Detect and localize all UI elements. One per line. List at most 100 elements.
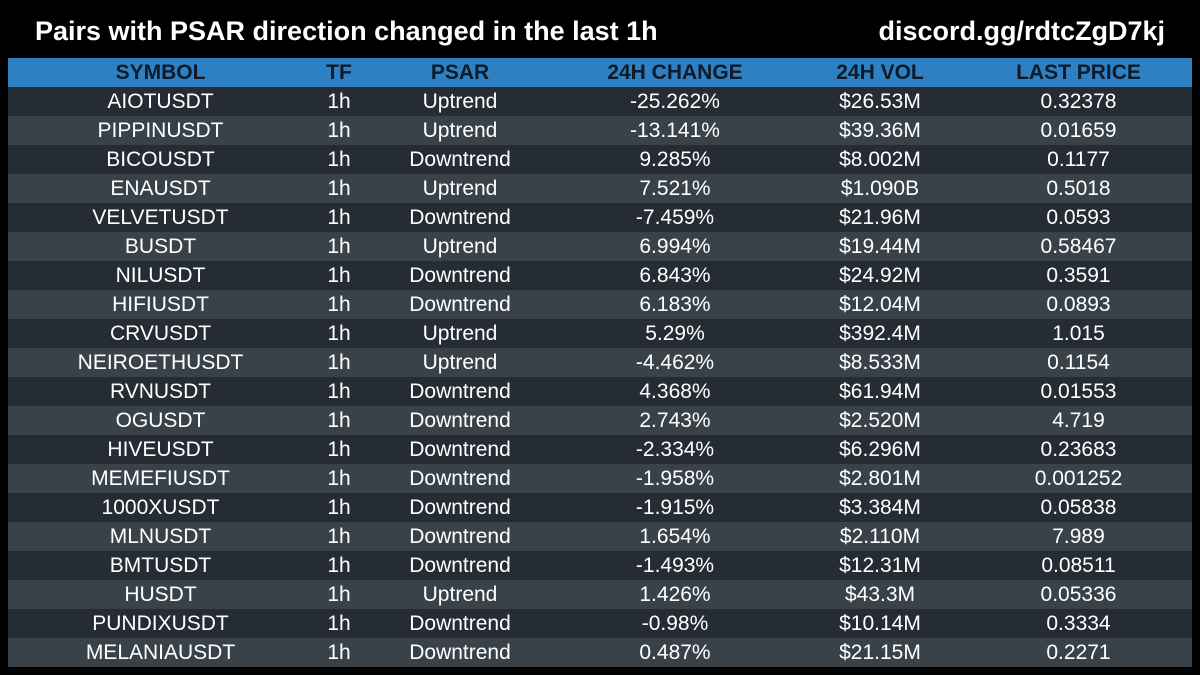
cell-psar: Uptrend: [422, 350, 498, 374]
cell-24h-vol: $12.04M: [839, 292, 921, 316]
table-row[interactable]: NILUSDT 1h Downtrend 6.843% $24.92M 0.3591: [8, 261, 1192, 290]
cell-symbol: HUSDT: [124, 582, 197, 606]
cell-psar: Downtrend: [409, 553, 511, 577]
table-row[interactable]: PUNDIXUSDT 1h Downtrend -0.98% $10.14M 0.3334: [8, 609, 1192, 638]
cell-24h-vol: $21.15M: [839, 640, 921, 664]
cell-last-price: 1.015: [1052, 321, 1105, 345]
cell-last-price: 0.1177: [1047, 147, 1110, 171]
cell-24h-change: -4.462%: [635, 350, 715, 374]
cell-24h-vol: $10.14M: [839, 611, 921, 635]
cell-24h-vol: $19.44M: [839, 234, 921, 258]
cell-symbol: NEIROETHUSDT: [77, 350, 244, 374]
cell-last-price: 0.0893: [1046, 292, 1111, 316]
cell-psar: Downtrend: [409, 495, 511, 519]
table-row[interactable]: MLNUSDT 1h Downtrend 1.654% $2.110M 7.989: [8, 522, 1192, 551]
cell-psar: Downtrend: [409, 611, 511, 635]
cell-tf: 1h: [327, 321, 351, 345]
table-row[interactable]: RVNUSDT 1h Downtrend 4.368% $61.94M 0.01553: [8, 377, 1192, 406]
cell-psar: Uptrend: [422, 118, 498, 142]
cell-symbol: AIOTUSDT: [107, 89, 214, 113]
cell-tf: 1h: [327, 205, 351, 229]
cell-24h-vol: $24.92M: [839, 263, 921, 287]
cell-symbol: OGUSDT: [115, 408, 206, 432]
cell-symbol: CRVUSDT: [109, 321, 212, 345]
cell-24h-vol: $21.96M: [839, 205, 921, 229]
cell-last-price: 0.01659: [1040, 118, 1117, 142]
table-row[interactable]: HIVEUSDT 1h Downtrend -2.334% $6.296M 0.23683: [8, 435, 1192, 464]
cell-24h-vol: $12.31M: [839, 553, 921, 577]
cell-last-price: 4.719: [1052, 408, 1105, 432]
table-row[interactable]: BUSDT 1h Uptrend 6.994% $19.44M 0.58467: [8, 232, 1192, 261]
column-header-last-price[interactable]: LAST PRICE: [1016, 60, 1141, 84]
cell-24h-vol: $2.801M: [839, 466, 921, 490]
cell-24h-change: -7.459%: [635, 205, 715, 229]
cell-24h-vol: $61.94M: [839, 379, 921, 403]
column-header-24h-change[interactable]: 24H CHANGE: [607, 60, 743, 84]
table-row[interactable]: NEIROETHUSDT 1h Uptrend -4.462% $8.533M 0.115…: [8, 348, 1192, 377]
table-row[interactable]: MEMEFIUSDT 1h Downtrend -1.958% $2.801M 0.001…: [8, 464, 1192, 493]
cell-symbol: PIPPINUSDT: [97, 118, 224, 142]
column-header-symbol[interactable]: SYMBOL: [115, 60, 206, 84]
table-row[interactable]: OGUSDT 1h Downtrend 2.743% $2.520M 4.719: [8, 406, 1192, 435]
table-row[interactable]: ENAUSDT 1h Uptrend 7.521% $1.090B 0.5018: [8, 174, 1192, 203]
table-row[interactable]: HIFIUSDT 1h Downtrend 6.183% $12.04M 0.0893: [8, 290, 1192, 319]
cell-tf: 1h: [327, 147, 351, 171]
cell-psar: Downtrend: [409, 640, 511, 664]
cell-last-price: 0.5018: [1046, 176, 1111, 200]
table-row[interactable]: 1000XUSDT 1h Downtrend -1.915% $3.384M 0.0583…: [8, 493, 1192, 522]
cell-24h-change: -1.493%: [635, 553, 715, 577]
cell-last-price: 0.1154: [1047, 350, 1110, 374]
cell-24h-change: 5.29%: [645, 321, 705, 345]
table-row[interactable]: MELANIAUSDT 1h Downtrend 0.487% $21.15M 0.227…: [8, 638, 1192, 667]
cell-tf: 1h: [327, 379, 351, 403]
table-row[interactable]: VELVETUSDT 1h Downtrend -7.459% $21.96M 0.059…: [8, 203, 1192, 232]
cell-24h-change: 6.994%: [639, 234, 711, 258]
cell-tf: 1h: [327, 118, 351, 142]
cell-psar: Uptrend: [422, 176, 498, 200]
table-row[interactable]: CRVUSDT 1h Uptrend 5.29% $392.4M 1.015: [8, 319, 1192, 348]
table-row[interactable]: BICOUSDT 1h Downtrend 9.285% $8.002M 0.1177: [8, 145, 1192, 174]
cell-24h-change: -0.98%: [641, 611, 709, 635]
cell-psar: Downtrend: [409, 408, 511, 432]
cell-24h-change: 6.843%: [639, 263, 711, 287]
cell-tf: 1h: [327, 553, 351, 577]
cell-24h-change: -25.262%: [630, 89, 720, 113]
cell-24h-vol: $39.36M: [839, 118, 921, 142]
cell-last-price: 0.23683: [1040, 437, 1117, 461]
cell-last-price: 0.001252: [1034, 466, 1123, 490]
cell-last-price: 0.0593: [1046, 205, 1111, 229]
cell-last-price: 0.05838: [1040, 495, 1117, 519]
cell-24h-change: -1.958%: [635, 466, 715, 490]
cell-tf: 1h: [327, 495, 351, 519]
cell-24h-change: 6.183%: [639, 292, 711, 316]
cell-tf: 1h: [327, 292, 351, 316]
cell-24h-change: 9.285%: [639, 147, 711, 171]
cell-symbol: ENAUSDT: [110, 176, 211, 200]
cell-24h-change: 4.368%: [639, 379, 711, 403]
cell-last-price: 0.05336: [1040, 582, 1117, 606]
page-title: Pairs with PSAR direction changed in the…: [35, 16, 658, 46]
cell-last-price: 0.2271: [1046, 640, 1111, 664]
table-body: AIOTUSDT 1h Uptrend -25.262% $26.53M 0.32378 P…: [8, 87, 1192, 667]
cell-psar: Downtrend: [409, 263, 511, 287]
discord-link[interactable]: discord.gg/rdtcZgD7kj: [878, 16, 1165, 46]
cell-tf: 1h: [327, 408, 351, 432]
table-row[interactable]: PIPPINUSDT 1h Uptrend -13.141% $39.36M 0.0165…: [8, 116, 1192, 145]
cell-tf: 1h: [327, 89, 351, 113]
cell-24h-change: -1.915%: [635, 495, 715, 519]
table-row[interactable]: HUSDT 1h Uptrend 1.426% $43.3M 0.05336: [8, 580, 1192, 609]
cell-tf: 1h: [327, 611, 351, 635]
table-row[interactable]: BMTUSDT 1h Downtrend -1.493% $12.31M 0.08511: [8, 551, 1192, 580]
cell-24h-vol: $1.090B: [840, 176, 920, 200]
cell-symbol: MELANIAUSDT: [85, 640, 236, 664]
cell-last-price: 0.01553: [1040, 379, 1117, 403]
cell-24h-vol: $26.53M: [839, 89, 921, 113]
cell-symbol: MEMEFIUSDT: [91, 466, 230, 490]
column-header-24h-vol[interactable]: 24H VOL: [836, 60, 924, 84]
column-header-psar[interactable]: PSAR: [430, 60, 490, 84]
table-row[interactable]: AIOTUSDT 1h Uptrend -25.262% $26.53M 0.32378: [8, 87, 1192, 116]
cell-psar: Uptrend: [422, 234, 498, 258]
cell-tf: 1h: [327, 640, 351, 664]
cell-last-price: 0.58467: [1040, 234, 1117, 258]
column-header-tf[interactable]: TF: [326, 60, 352, 84]
